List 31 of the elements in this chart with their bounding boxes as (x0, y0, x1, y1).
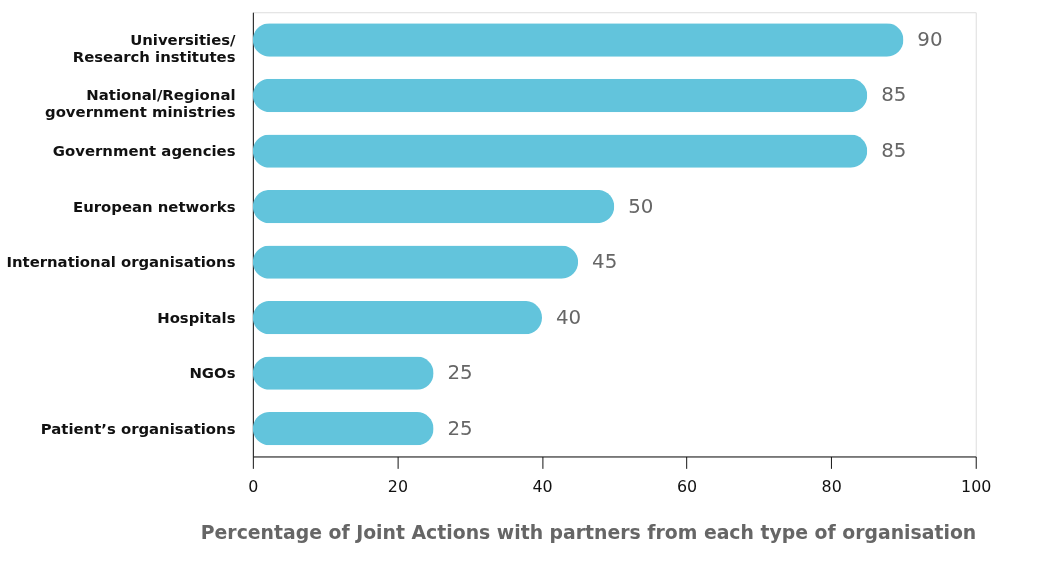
y-tick-label: European networks (72, 197, 236, 216)
data-label: 50 (628, 194, 654, 218)
bar (252, 412, 434, 446)
data-label: 85 (881, 139, 907, 162)
data-label: 90 (917, 27, 943, 51)
bar (252, 189, 615, 224)
data-label: 40 (555, 305, 582, 329)
data-label: 25 (447, 361, 473, 385)
x-axis-title: Percentage of Joint Actions with partners from each type of organisation (200, 522, 977, 544)
y-tick-label: International organisations (6, 253, 236, 272)
x-tick-label: 60 (676, 476, 698, 496)
x-tick-label: 40 (532, 476, 553, 496)
bar (252, 78, 868, 113)
bar (252, 23, 904, 57)
data-label: 85 (881, 83, 907, 107)
y-tick-label: Hospitals (157, 308, 236, 327)
x-tick-label: 100 (961, 476, 992, 496)
y-tick-label: Universities/ Research institutes (72, 30, 237, 66)
x-tick-label: 80 (821, 476, 842, 496)
y-tick-label: NGOs (189, 364, 236, 383)
data-label: 45 (592, 250, 618, 274)
bar (252, 245, 579, 279)
data-label: 25 (447, 416, 473, 440)
bar (252, 300, 542, 335)
bar (252, 134, 868, 168)
y-tick-label: Patient’s organisations (40, 419, 236, 438)
y-tick-label: Government agencies (52, 142, 236, 161)
x-tick-label: 0 (248, 476, 259, 496)
y-tick-label: National/Regional government ministries (45, 86, 236, 122)
bar (252, 356, 434, 390)
x-tick-label: 20 (387, 476, 409, 496)
